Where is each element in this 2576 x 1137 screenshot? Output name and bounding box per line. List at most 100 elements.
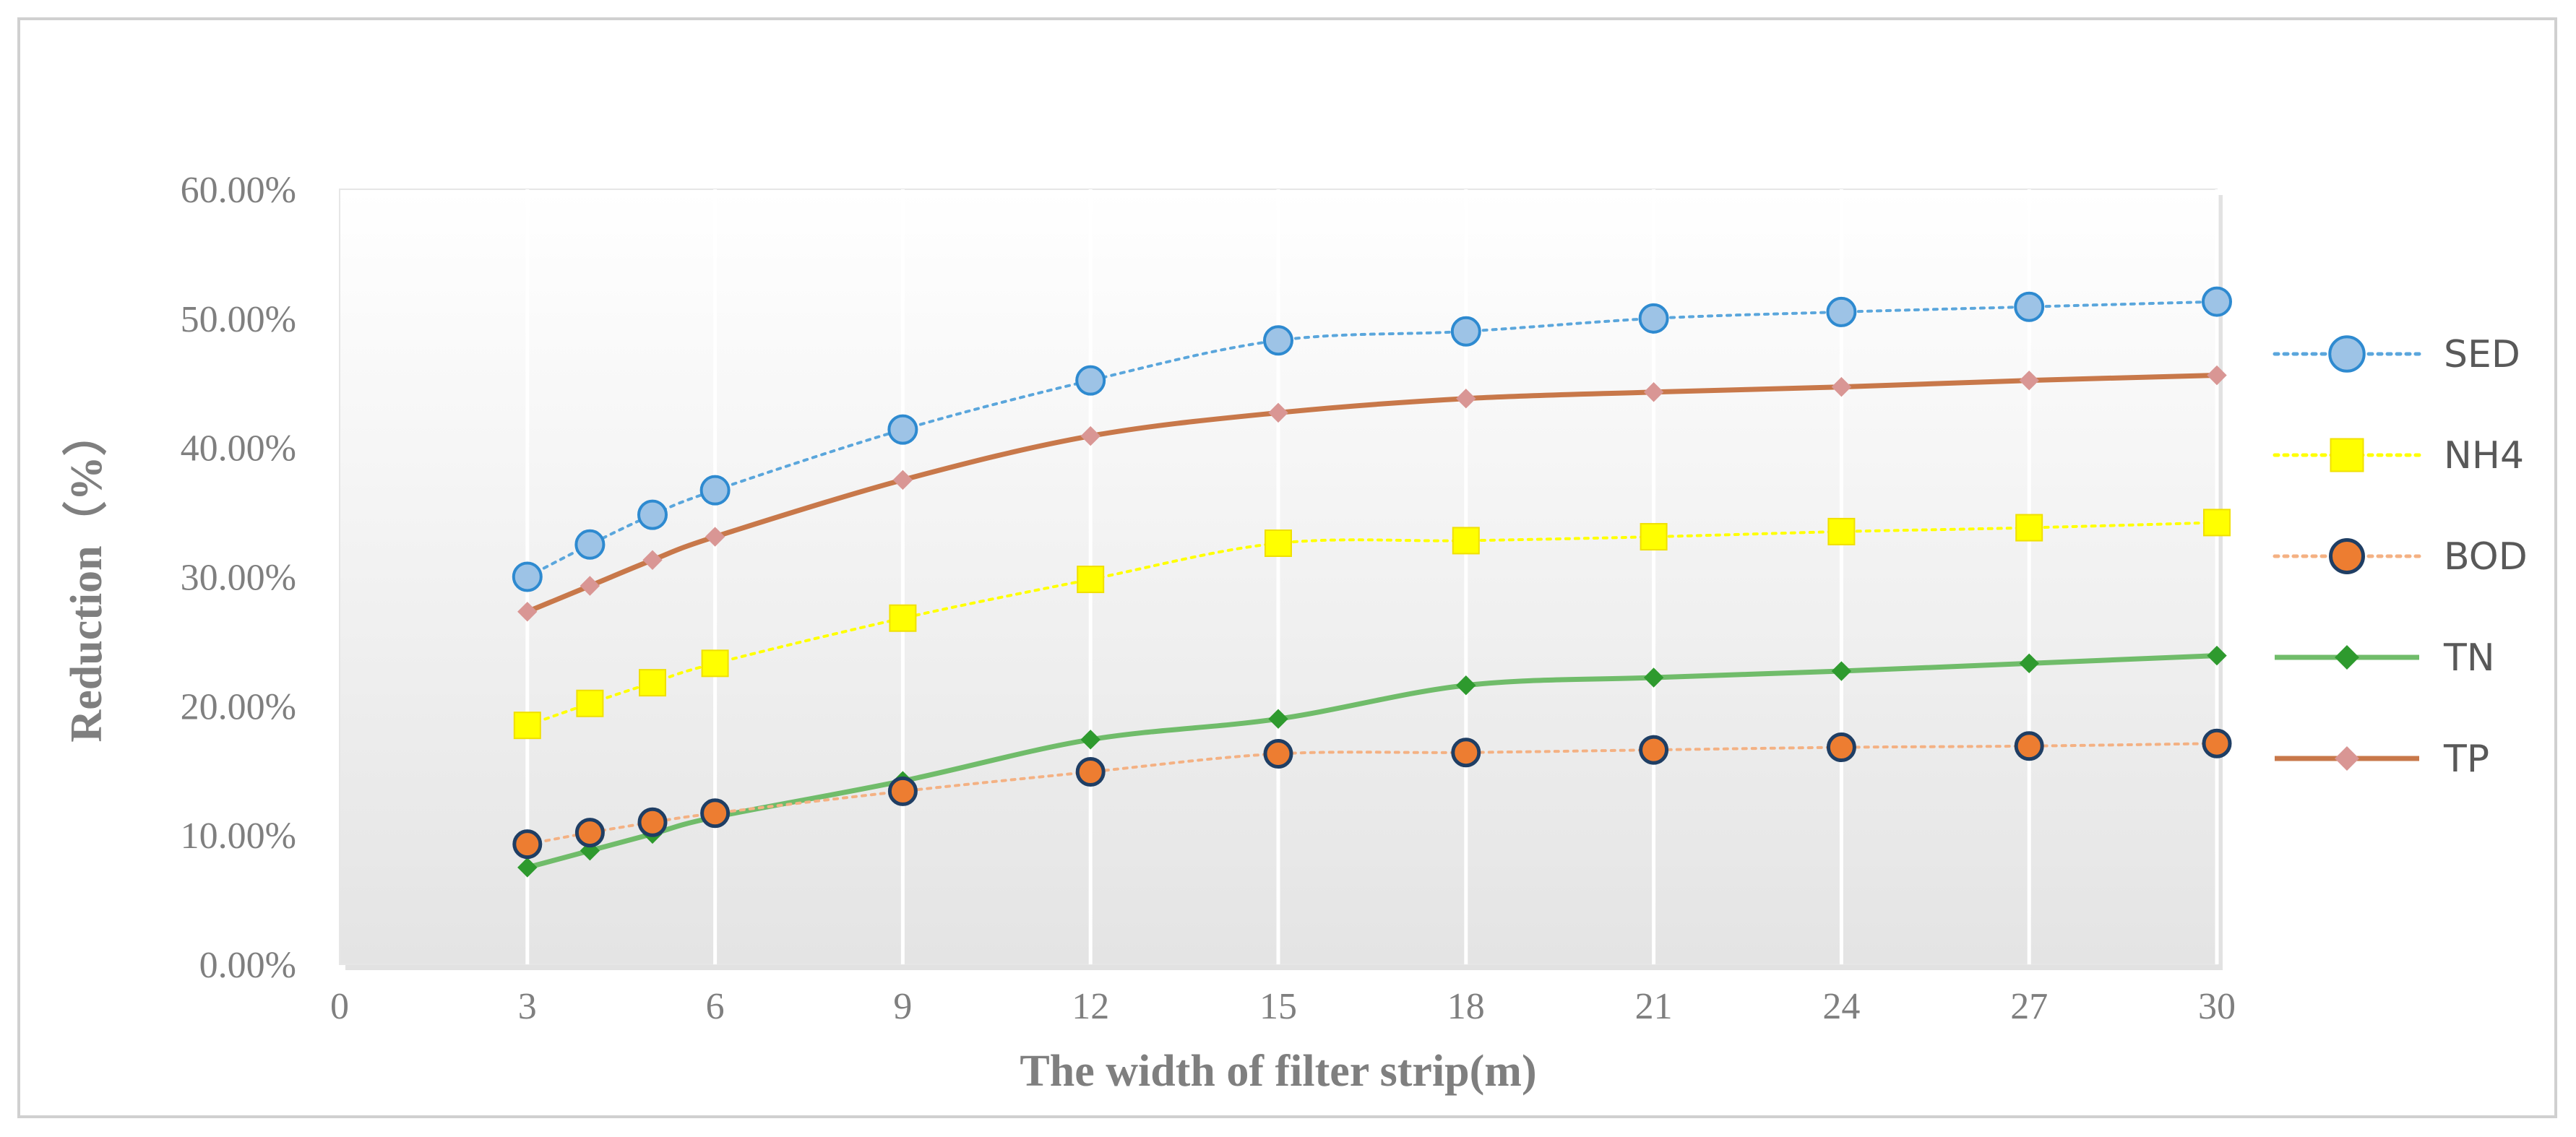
data-point-nh4	[2015, 514, 2043, 542]
data-point-nh4	[1452, 527, 1480, 555]
legend-item-tp: TP	[2275, 738, 2489, 781]
data-point-nh4	[576, 689, 604, 717]
data-point-sed	[512, 561, 543, 592]
x-tick-label: 30	[2198, 986, 2236, 1027]
x-tick-label: 18	[1447, 986, 1485, 1027]
legend-marker-bod	[2329, 538, 2365, 574]
data-point-nh4	[701, 649, 729, 678]
legend-marker-sed	[2328, 335, 2366, 373]
legend-label-tn: TN	[2443, 636, 2495, 680]
data-point-sed	[1638, 303, 1669, 334]
x-axis-title: The width of filter strip(m)	[1020, 1047, 1536, 1096]
legend-item-sed: SED	[2273, 333, 2520, 376]
data-point-sed	[1263, 325, 1293, 356]
x-tick-label: 3	[518, 986, 537, 1027]
x-tick-label: 27	[2010, 986, 2048, 1027]
legend-label-sed: SED	[2444, 333, 2520, 376]
data-point-tp	[1831, 376, 1852, 397]
tick-labels: 0 3 6 9 12 15 18 21 24 27 30 0.00% 10.00% 20.00% 30.00…	[181, 170, 2236, 1027]
data-point-tp	[642, 550, 663, 570]
legend-item-tn: TN	[2275, 636, 2495, 680]
data-point-tp	[580, 576, 600, 596]
plot-area	[339, 189, 2223, 970]
series-sed	[512, 286, 2232, 592]
y-tick-label: 30.00%	[181, 558, 296, 599]
x-tick-label: 6	[706, 986, 725, 1027]
data-point-sed	[887, 414, 918, 445]
data-point-tn	[2207, 645, 2227, 666]
data-point-sed	[1075, 365, 1106, 396]
data-point-nh4	[1640, 523, 1668, 551]
legend-marker-nh4	[2330, 438, 2364, 472]
x-tick-label: 21	[1635, 986, 1673, 1027]
series-nh4	[513, 509, 2231, 740]
y-tick-label: 0.00%	[199, 945, 296, 986]
data-point-tp	[517, 602, 538, 622]
legend-label-tp: TP	[2443, 738, 2489, 781]
legend-label-nh4: NH4	[2444, 434, 2524, 477]
data-point-bod	[637, 807, 668, 837]
data-point-tp	[1268, 402, 1288, 423]
data-point-bod	[1826, 732, 1856, 763]
data-point-bod	[700, 798, 731, 829]
data-point-nh4	[513, 712, 541, 740]
data-point-tn	[517, 857, 538, 878]
data-point-nh4	[1265, 529, 1292, 558]
x-tick-label: 15	[1259, 986, 1297, 1027]
data-point-tn	[1831, 661, 1852, 681]
data-point-sed	[1450, 316, 1481, 347]
data-point-sed	[1826, 296, 1857, 327]
legend-marker-tn	[2335, 645, 2359, 670]
data-point-nh4	[889, 604, 917, 632]
series-bod	[512, 728, 2232, 860]
data-point-tn	[1080, 730, 1100, 750]
y-tick-label: 40.00%	[181, 428, 296, 470]
data-point-sed	[2014, 291, 2045, 322]
data-point-sed	[637, 499, 668, 530]
data-point-tn	[1268, 709, 1288, 729]
y-tick-label: 20.00%	[181, 686, 296, 727]
data-point-bod	[1639, 735, 1669, 765]
legend-marker-tp	[2335, 746, 2359, 771]
data-point-nh4	[1827, 517, 1856, 545]
series-tn	[517, 645, 2227, 878]
data-point-sed	[2202, 286, 2232, 317]
series-line-bod	[525, 742, 2218, 846]
data-point-tp	[2207, 365, 2227, 386]
legend-label-bod: BOD	[2444, 535, 2528, 579]
data-point-bod	[574, 818, 605, 848]
legend: SED NH4 BOD TN TP	[2273, 333, 2528, 781]
data-point-bod	[512, 829, 543, 860]
data-point-tn	[1643, 667, 1664, 688]
data-point-bod	[887, 776, 918, 806]
legend-item-bod: BOD	[2273, 535, 2528, 579]
data-point-sed	[574, 529, 606, 560]
data-point-tp	[705, 527, 725, 547]
x-tick-label: 24	[1822, 986, 1860, 1027]
data-point-tp	[2019, 370, 2039, 391]
data-point-tp	[1080, 425, 1100, 446]
data-point-bod	[2014, 731, 2044, 761]
x-tick-label: 0	[330, 986, 349, 1027]
data-point-bod	[1263, 739, 1293, 769]
series-tp	[517, 365, 2227, 622]
data-point-bod	[2202, 728, 2232, 758]
data-point-nh4	[639, 669, 666, 697]
data-point-tp	[1643, 382, 1664, 402]
data-point-bod	[1451, 738, 1481, 768]
data-point-bod	[1075, 757, 1106, 787]
data-point-nh4	[2203, 509, 2231, 537]
data-point-tp	[892, 470, 913, 490]
series-layer	[512, 286, 2232, 878]
y-axis-title: Reduction（%）	[61, 411, 111, 742]
x-tick-label: 9	[893, 986, 912, 1027]
y-tick-label: 60.00%	[181, 170, 296, 211]
y-tick-label: 10.00%	[181, 816, 296, 857]
y-tick-label: 50.00%	[181, 299, 296, 340]
data-point-tn	[2019, 653, 2039, 674]
data-point-nh4	[1077, 566, 1105, 594]
x-tick-label: 12	[1072, 986, 1109, 1027]
data-point-tp	[1456, 389, 1476, 409]
data-point-sed	[699, 475, 731, 506]
